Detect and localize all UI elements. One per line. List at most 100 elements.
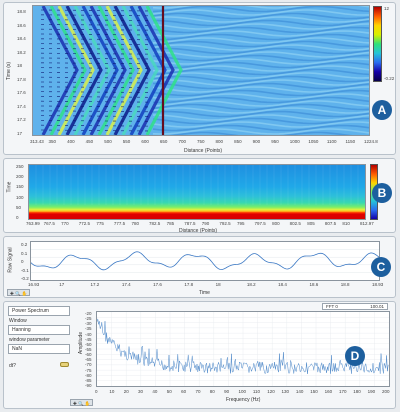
panel-b-ytick: 0 [16,215,19,220]
panel-d-xtick: 140 [295,389,304,394]
panel-c-plot[interactable] [30,241,380,281]
panel-a-ytick: 17.4 [17,103,26,109]
panel-a-dash [40,120,154,122]
panel-d-plot[interactable] [96,311,390,387]
panel-a-ytick: 18.6 [17,22,26,28]
panel-a-dash [40,124,154,127]
panel-a-wave [152,23,369,30]
panel-a-band [121,6,159,135]
panel-a-dash [40,81,154,84]
panel-b-xtick: 782.5 [149,221,161,226]
panel-a-xtick: 1050 [308,139,319,144]
panel-a-wave [152,65,369,72]
panel-c-xtick: 18.2 [246,282,256,287]
window-parameter-value: NaN [12,346,23,352]
window-value: Hanning [12,327,31,333]
panel-a-band [129,6,167,135]
panel-d-xtick: 20 [123,389,129,394]
panel-d-xtick: 0 [95,389,98,394]
panel-d-xtick: 120 [267,389,275,394]
panel-b-ylabel: Time [6,181,13,193]
panel-c-waveform [31,249,379,273]
panel-d-xtick: 190 [367,389,376,394]
panel-d-spectrum-line [97,318,389,374]
panel-a-wave [152,110,369,118]
panel-d-xtick: 160 [324,389,333,394]
panel-a-xtick: 950 [271,139,279,144]
panel-a-xtick: 550 [122,139,131,144]
panel-a-band [113,6,151,135]
panel-a-background [33,6,369,135]
panel-b-xtick: 797.5 [254,221,266,226]
panel-c-xtick: 17.6 [153,282,162,287]
panel-a-dash [40,57,154,60]
dt-toggle-led[interactable] [60,362,69,367]
panel-a-plot[interactable] [32,5,370,136]
panel-a-xtick: 700 [178,139,186,144]
panel-b-ytick: 100 [16,194,24,200]
panel-a-xtick: 800 [215,139,224,144]
panel-b-xlabel: Distance (Points) [179,228,218,234]
panel-a-band [137,6,175,135]
panel-a-wave [152,103,369,111]
panel-d-xtick: 60 [181,389,187,394]
panel-a-dash [40,129,154,132]
panel-a-wave [152,128,369,135]
panel-b-xtick: 795 [236,221,245,226]
panel-d-xtick: 70 [195,389,201,394]
panel-a-wave [152,114,369,121]
panel-a-wave [170,131,352,135]
panel-a-xtick: 750 [197,139,205,144]
panel-a-xtick: 400 [67,139,75,144]
panel-a-dash [40,96,154,98]
panel-b-xtick: 780 [131,221,139,226]
power-spectrum-label: Power Spectrum [12,308,49,314]
panel-d-ytick: -50 [85,341,92,347]
panel-b-xtick: 785 [166,221,175,226]
panel-a-badge: A [372,100,392,120]
panel-c-signal-line [31,251,379,271]
panel-c-ytick: -0.1 [21,267,29,273]
panel-b-ytick: 50 [16,204,22,210]
panel-a-wave [152,75,369,83]
panel-a-wave [152,30,369,37]
panel-b-plot[interactable] [28,164,366,220]
panel-b-xtick: 777.5 [113,221,126,226]
panel-a-dash [40,110,154,113]
panel-d-badge: D [345,346,365,366]
power-spectrum-select[interactable]: Power Spectrum [8,306,70,316]
panel-a-wave [152,6,369,13]
panel-a-wave [152,9,369,16]
panel-a-dash [40,86,154,89]
panel-d-graph-toolbar[interactable]: ✚ 🔍 ✋ [70,399,94,406]
fft-value: 100.01 [370,304,384,309]
panel-d-ytick: -45 [85,336,92,342]
panel-a-wave [152,61,369,69]
panel-c-graph-toolbar[interactable]: ✚ 🔍 ✋ [7,289,31,296]
panel-c-xtick: 17.2 [90,282,100,287]
panel-d-ytick: -75 [85,367,92,373]
panel-a-wave [152,37,369,44]
panel-b-xtick: 790 [201,221,210,226]
panel-a-wave [152,40,369,48]
window-select[interactable]: Hanning [8,325,70,335]
panel-c-xtick: 17.4 [121,282,131,287]
panel-d-xtick: 200 [382,389,390,394]
panel-d-xtick: 150 [310,389,318,394]
panel-a-dash [40,100,154,103]
panel-a-xtick: 1150 [345,139,356,144]
panel-a-dash [40,52,154,55]
panel-a-dash [40,38,154,41]
panel-c-ytick: 0.1 [21,250,28,256]
panel-c-ytick: 0.2 [21,242,28,247]
panel-d-ytick: -60 [85,352,92,358]
panel-d-xtick: 100 [238,389,247,394]
panel-a-ytick: 17 [17,131,23,136]
panel-d-xtick: 130 [281,389,290,394]
panel-d-ytick: -25 [85,316,92,322]
panel-a-xtick: 650 [159,139,168,144]
window-parameter-label: window parameter [9,337,50,343]
panel-a-wave [152,16,369,23]
panel-b-ytick: 150 [16,184,24,190]
window-parameter-input[interactable]: NaN [8,344,70,354]
